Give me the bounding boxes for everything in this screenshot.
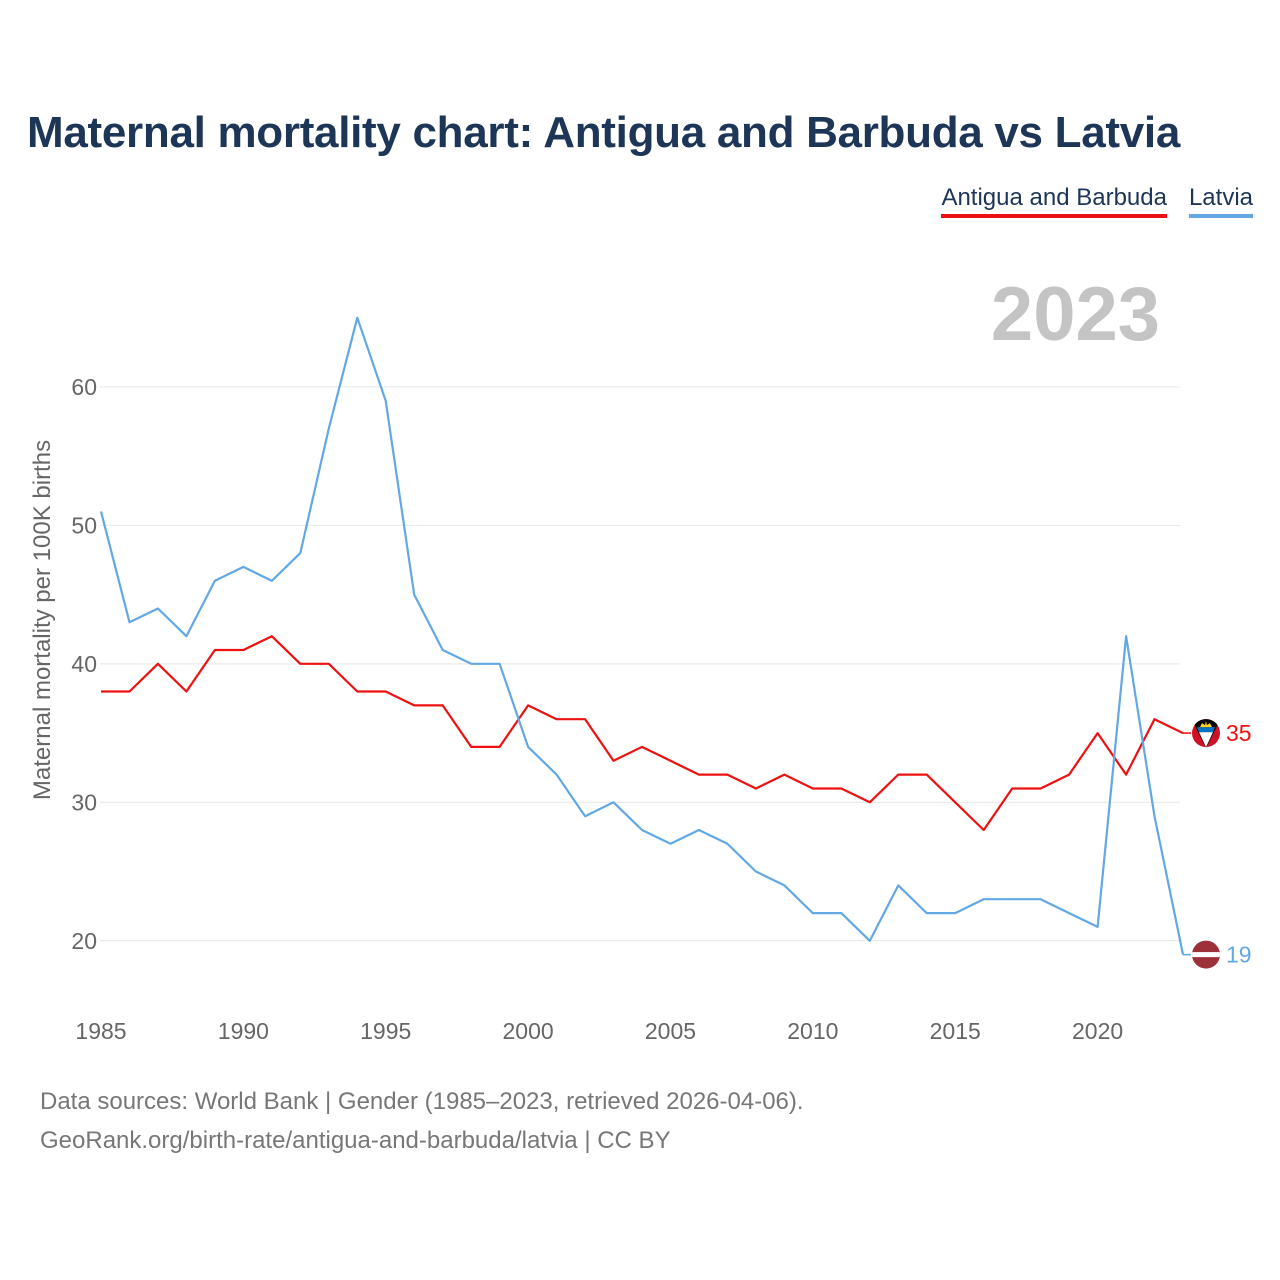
y-tick-label: 60 [71, 374, 97, 400]
y-tick-label: 50 [71, 512, 97, 538]
x-tick-label: 2015 [930, 1018, 981, 1044]
end-markers: 35 19 [1183, 719, 1252, 969]
latvia-flag-icon [1192, 940, 1220, 969]
legend-item-antigua-and-barbuda[interactable]: Antigua and Barbuda [941, 184, 1167, 218]
x-tick-label: 1985 [75, 1018, 126, 1044]
x-tick-label: 2000 [503, 1018, 554, 1044]
end-value-label-antigua-and-barbuda: 35 [1226, 720, 1252, 746]
grid [100, 386, 1180, 942]
series-line-latvia [99, 316, 1185, 955]
source-url[interactable]: GeoRank.org/birth-rate/antigua-and-barbu… [40, 1127, 671, 1154]
series-line-antigua-and-barbuda [101, 635, 1184, 832]
y-tick-label: 40 [71, 651, 97, 677]
data-source-note: Data sources: World Bank | Gender (1985–… [40, 1088, 804, 1115]
legend: Antigua and Barbuda Latvia [941, 184, 1253, 218]
chart-title: Maternal mortality chart: Antigua and Ba… [27, 108, 1181, 157]
y-tick-label: 30 [71, 789, 97, 815]
legend-item-latvia[interactable]: Latvia [1188, 184, 1253, 218]
x-tick-label: 2020 [1072, 1018, 1123, 1044]
x-tick-label: 2010 [787, 1018, 838, 1044]
end-value-label-latvia: 19 [1226, 942, 1252, 968]
x-tick-label: 1990 [218, 1018, 269, 1044]
year-label: 2023 [991, 272, 1160, 357]
x-tick-label: 2005 [645, 1018, 696, 1044]
antigua-and-barbuda-flag-icon [1192, 719, 1220, 748]
y-axis-ticks: 20 30 40 50 60 [71, 374, 97, 954]
y-axis-label: Maternal mortality per 100K births [29, 440, 56, 800]
y-tick-label: 20 [71, 928, 97, 954]
x-tick-label: 1995 [360, 1018, 411, 1044]
x-axis-ticks: 1985 1990 1995 2000 2005 2010 2015 2020 [75, 1018, 1123, 1044]
series [99, 316, 1185, 955]
